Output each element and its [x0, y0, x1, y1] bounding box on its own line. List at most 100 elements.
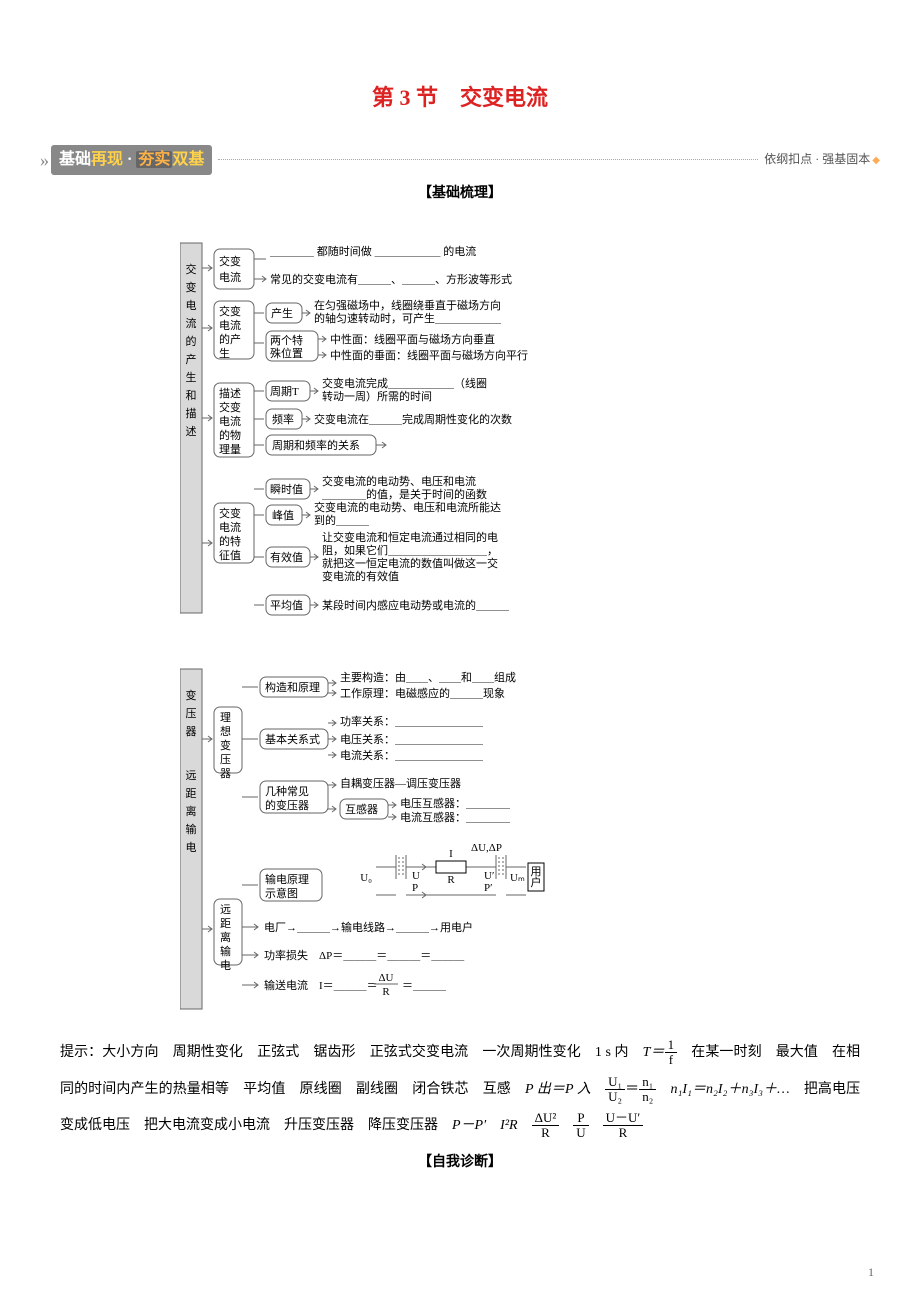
t1-b3-T: 周期T — [270, 385, 299, 398]
frac-U: U₁U₂ — [605, 1075, 625, 1105]
frac5-num: U－U′ — [603, 1111, 644, 1126]
page-title: 第 3 节 交变电流 — [40, 80, 880, 115]
t1-b1-l1: ＿＿＿＿ 都随时间做 ＿＿＿＿＿＿ 的电流 — [270, 244, 476, 258]
t2-d4-post: ＝＿＿＿ — [402, 980, 446, 992]
hints-paragraph: 提示：大小方向 周期性变化 正弦式 锯齿形 正弦式交变电流 一次周期性变化 1 … — [40, 1035, 880, 1144]
h11: 平均值 — [243, 1082, 285, 1097]
section-banner: » 基础再现 · 夯实双基 依纲扣点 · 强基固本◆ — [40, 145, 880, 175]
frac2a-num: U₁ — [605, 1075, 625, 1090]
h15: 互感 — [483, 1082, 511, 1097]
h8: 在某一时刻 — [691, 1045, 761, 1060]
t2-n1a: 主要构造：由＿＿、＿＿和＿＿组成 — [340, 670, 516, 684]
subhead-2: 【自我诊断】 — [40, 1152, 880, 1174]
t1-b4-rms: 有效值 — [270, 550, 303, 564]
h17: n₁I₁＝n₂I₂＋n₃I₃＋… — [670, 1082, 789, 1097]
t1-b4-peak: 峰值 — [272, 509, 294, 522]
circ-U0: U₀ — [360, 872, 372, 884]
t2-n2c: 电流关系：＿＿＿＿＿＿＿＿ — [340, 748, 483, 762]
t1-b2-two-b: 中性面的垂面：线圈平面与磁场方向平行 — [330, 348, 528, 362]
t1-b4-avg: 平均值 — [270, 599, 303, 612]
frac2a-den: U₂ — [605, 1090, 625, 1104]
t2-d4-den: R — [382, 986, 390, 998]
banner-dotline — [218, 159, 758, 160]
t1-b4-peak-t: 交变电流的电动势、电压和电流所能达到的＿＿＿ — [314, 500, 501, 527]
h9: 最大值 — [776, 1045, 818, 1060]
t1-b4-inst-t: 交变电流的电动势、电压和电流＿＿＿＿的值，是关于时间的函数 — [322, 474, 487, 501]
t1-b2-two-a: 中性面：线圈平面与磁场方向垂直 — [330, 332, 495, 346]
frac2b-num: n₁ — [639, 1075, 656, 1090]
circ-Um: Uₘ — [510, 872, 525, 884]
tree-diagram-2: 变压器 远距离输电 理想变压器 构造和原理 主要构造：由＿＿、＿＿和＿＿组成 工… — [180, 659, 740, 1019]
circ-P: P — [412, 882, 418, 894]
h21: 降压变压器 — [368, 1118, 438, 1133]
banner-note-text: 依纲扣点 · 强基固本 — [764, 152, 870, 166]
t1-b2-two: 两个特殊位置 — [270, 333, 303, 360]
h1: 周期性变化 — [173, 1045, 243, 1060]
h6: 1 s 内 — [595, 1045, 629, 1060]
t1-b2-produce-t: 在匀强磁场中，线圈绕垂直于磁场方向的轴匀速转动时，可产生＿＿＿＿＿＿ — [314, 298, 501, 325]
frac4-num: P — [573, 1111, 588, 1126]
h3: 锯齿形 — [313, 1045, 355, 1060]
t2-n2b: 电压关系：＿＿＿＿＿＿＿＿ — [340, 732, 483, 746]
h2: 正弦式 — [257, 1045, 299, 1060]
t2-n1b: 工作原理：电磁感应的＿＿＿现象 — [340, 686, 505, 700]
h4: 正弦式交变电流 — [370, 1045, 469, 1060]
circ-Up: U′ — [484, 870, 494, 882]
frac1-num: 1 — [665, 1038, 678, 1053]
frac-dU2R: ΔU²R — [532, 1111, 560, 1141]
banner-text-b: 再现 — [91, 151, 123, 168]
frac4-den: U — [573, 1126, 588, 1140]
t2-d4-num: ΔU — [378, 972, 393, 984]
t2-d2: 电厂→＿＿＿→输电线路→＿＿＿→用电户 — [264, 920, 473, 934]
t1-b4-inst: 瞬时值 — [270, 483, 303, 496]
h13: 副线圈 — [356, 1082, 398, 1097]
diamond-icon: ◆ — [872, 155, 880, 166]
circ-dUdP: ΔU,ΔP — [471, 842, 502, 854]
t2-d4: 输送电流 I＝＿＿＿＝ — [264, 978, 378, 992]
frac1-den: f — [665, 1053, 678, 1067]
t1-b3-f: 频率 — [272, 412, 294, 426]
hints-lead: 提示： — [60, 1045, 102, 1060]
subhead-1: 【基础梳理】 — [40, 183, 880, 205]
frac5-den: R — [603, 1126, 644, 1140]
t1-b3-rel: 周期和频率的关系 — [272, 438, 360, 452]
circ-R: R — [447, 874, 455, 886]
circ-user: 用户 — [531, 866, 542, 889]
frac-PU: PU — [573, 1111, 588, 1141]
page-number: 1 — [868, 1263, 874, 1282]
circ-Pp: P′ — [484, 882, 493, 894]
frac-1f: 1f — [665, 1038, 678, 1068]
banner-text-a: 基础 — [59, 151, 91, 168]
banner-sep: · — [127, 151, 132, 168]
t2-n1: 构造和原理 — [265, 680, 320, 694]
t2-n3b1: 电压互感器：＿＿＿＿ — [400, 797, 510, 810]
banner-text-c: 夯实 — [136, 151, 172, 168]
t1-b2-produce: 产生 — [271, 306, 293, 320]
banner-text-d: 双基 — [172, 151, 204, 168]
t2-n3a: 自耦变压器—调压变压器 — [340, 776, 461, 790]
t2-n3b: 互感器 — [345, 803, 378, 816]
t1-b3: 描述交变电流的物理量 — [219, 386, 241, 456]
h16: P 出＝P 入 — [525, 1082, 591, 1097]
h0: 大小方向 — [102, 1045, 158, 1060]
t2-n2a: 功率关系：＿＿＿＿＿＿＿＿ — [340, 714, 483, 728]
frac-n: n₁n₂ — [639, 1075, 656, 1105]
t1-b1-l2: 常见的交变电流有＿＿＿、＿＿＿、方形波等形式 — [270, 272, 512, 286]
t1-b3-f-t: 交变电流在＿＿＿完成周期性变化的次数 — [314, 412, 512, 426]
h22: P－P′ — [452, 1118, 486, 1133]
banner-note: 依纲扣点 · 强基固本◆ — [764, 150, 880, 169]
h5: 一次周期性变化 — [482, 1045, 581, 1060]
h14: 闭合铁芯 — [412, 1082, 468, 1097]
frac3-num: ΔU² — [532, 1111, 560, 1126]
frac2b-den: n₂ — [639, 1090, 656, 1104]
t2-n3b2: 电流互感器：＿＿＿＿ — [400, 810, 510, 824]
frac3-den: R — [532, 1126, 560, 1140]
t1-b3-T-t: 交变电流完成＿＿＿＿＿＿（线圈转动一周）所需的时间 — [322, 376, 487, 403]
circ-U: U — [412, 870, 420, 882]
h19: 把大电流变成小电流 — [144, 1118, 270, 1133]
t2-b2: 远距离输电 — [220, 903, 231, 972]
banner-chevrons-icon: » — [40, 146, 49, 175]
h20: 升压变压器 — [284, 1118, 354, 1133]
t2-d3: 功率损失 ΔP＝＿＿＿＝＿＿＿＝＿＿＿ — [264, 948, 464, 962]
frac-UUR: U－U′R — [603, 1111, 644, 1141]
